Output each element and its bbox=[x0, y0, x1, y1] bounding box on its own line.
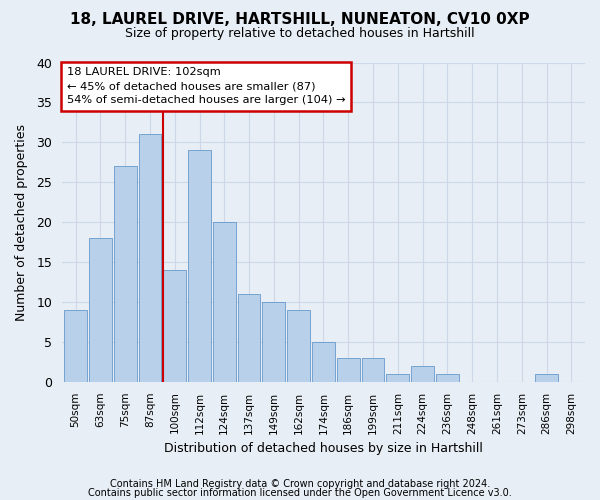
Text: Size of property relative to detached houses in Hartshill: Size of property relative to detached ho… bbox=[125, 28, 475, 40]
Bar bbox=[238, 294, 260, 382]
Bar bbox=[188, 150, 211, 382]
Bar bbox=[114, 166, 137, 382]
Text: Contains public sector information licensed under the Open Government Licence v3: Contains public sector information licen… bbox=[88, 488, 512, 498]
Bar bbox=[287, 310, 310, 382]
Bar bbox=[436, 374, 459, 382]
Text: 18 LAUREL DRIVE: 102sqm
← 45% of detached houses are smaller (87)
54% of semi-de: 18 LAUREL DRIVE: 102sqm ← 45% of detache… bbox=[67, 68, 346, 106]
Bar bbox=[337, 358, 359, 382]
Bar bbox=[362, 358, 385, 382]
Bar bbox=[535, 374, 558, 382]
Text: Contains HM Land Registry data © Crown copyright and database right 2024.: Contains HM Land Registry data © Crown c… bbox=[110, 479, 490, 489]
Text: 18, LAUREL DRIVE, HARTSHILL, NUNEATON, CV10 0XP: 18, LAUREL DRIVE, HARTSHILL, NUNEATON, C… bbox=[70, 12, 530, 28]
Bar bbox=[89, 238, 112, 382]
Bar bbox=[64, 310, 87, 382]
Y-axis label: Number of detached properties: Number of detached properties bbox=[15, 124, 28, 320]
X-axis label: Distribution of detached houses by size in Hartshill: Distribution of detached houses by size … bbox=[164, 442, 483, 455]
Bar bbox=[139, 134, 161, 382]
Bar bbox=[386, 374, 409, 382]
Bar bbox=[262, 302, 285, 382]
Bar bbox=[163, 270, 186, 382]
Bar bbox=[213, 222, 236, 382]
Bar bbox=[411, 366, 434, 382]
Bar bbox=[312, 342, 335, 382]
